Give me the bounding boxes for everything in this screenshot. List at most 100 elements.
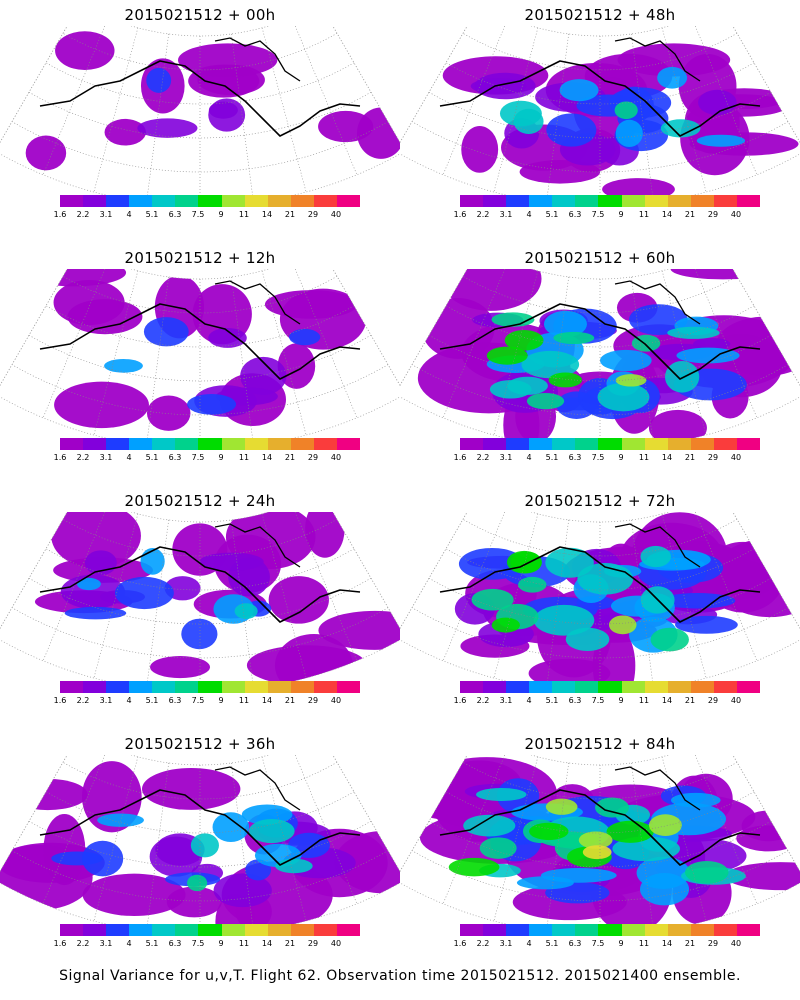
colorbar-swatch [152,438,176,450]
colorbar-swatch [267,195,291,207]
variance-region [636,856,690,889]
colorbar-swatch [60,924,84,936]
variance-region [248,818,295,844]
colorbar-tick-label: 7.5 [191,453,205,462]
colorbar-tick-label: 40 [330,939,342,948]
map-boundary [0,269,400,439]
coastline [214,766,301,811]
variance-region [458,547,526,580]
colorbar-swatch [313,924,337,936]
colorbar-swatch [290,681,314,693]
colorbar-swatch [313,195,337,207]
variance-region [543,310,587,338]
graticule-meridian [661,513,707,679]
colorbar-swatch [506,924,530,936]
variance-region [521,350,580,379]
variance-region [692,337,731,351]
colorbar-tick-label: 6.3 [168,453,182,462]
colorbar-swatch [313,681,337,693]
colorbar [460,924,761,936]
variance-region [141,767,241,810]
colorbar [60,924,361,936]
variance-region [289,328,321,346]
colorbar-swatch [736,195,761,207]
colorbar-swatch [244,438,268,450]
colorbar-swatch [621,924,645,936]
forecast-panel: 2015021512 + 48h 1.6 2.2 3.1 4 5.1 6.3 7.5 9 11 14… [400,0,800,243]
colorbar-tick-label: 9 [618,939,624,948]
colorbar-swatch [644,681,668,693]
colorbar-tick-label: 9 [618,210,624,219]
variance-region [82,873,186,917]
colorbar-tick-label: 11 [238,453,250,462]
colorbar-swatch [198,195,222,207]
colorbar-swatch [175,195,199,207]
variance-region [150,656,211,679]
colorbar-swatch [290,195,314,207]
polar-map [400,269,800,439]
variance-region [615,119,643,147]
colorbar-swatch [152,681,176,693]
colorbar-swatch [221,681,245,693]
variance-region [648,409,707,439]
variance-region [146,395,191,431]
graticule-meridian [442,269,506,418]
colorbar-tick-label: 6.3 [568,696,582,705]
colorbar-tick-label: 9 [218,939,224,948]
colorbar-swatch [667,438,691,450]
colorbar-swatch [552,681,576,693]
colorbar-swatch [529,924,553,936]
variance-region [190,833,219,858]
colorbar-swatch [336,924,361,936]
map-boundary [400,755,800,925]
colorbar-tick-label: 3.1 [99,453,113,462]
variance-region [545,798,578,815]
colorbar-ticks: 1.6 2.2 3.1 4 5.1 6.3 7.5 9 11 14 21 29 40 [452,210,782,222]
variance-region [650,627,689,652]
colorbar-swatch [621,438,645,450]
variance-region [114,576,174,610]
colorbar-tick-label: 7.5 [591,210,605,219]
colorbar-swatch [575,681,599,693]
colorbar-swatch [313,438,337,450]
coastline [614,280,701,325]
graticule-meridian [147,33,169,196]
variance-region [199,552,264,571]
coastline [214,280,301,325]
colorbar-tick-label: 4 [526,939,532,948]
colorbar-swatch [621,195,645,207]
colorbar-ticks: 1.6 2.2 3.1 4 5.1 6.3 7.5 9 11 14 21 29 40 [452,939,782,951]
colorbar-swatch [83,924,107,936]
colorbar-swatch [83,438,107,450]
colorbar-swatch [198,924,222,936]
variance-region [533,604,595,636]
colorbar-tick-label: 40 [330,696,342,705]
colorbar-swatch [336,195,361,207]
graticule-meridian [93,756,139,922]
graticule-meridian [661,270,707,436]
colorbar-tick-label: 1.6 [53,696,67,705]
forecast-panel: 2015021512 + 00h 1.6 2.2 3.1 4 5.1 6.3 7.5 9 11 14… [0,0,400,243]
colorbar-tick-label: 21 [684,453,696,462]
colorbar-tick-label: 2.2 [476,210,490,219]
colorbar-swatch [552,195,576,207]
colorbar-tick-label: 29 [707,453,719,462]
colorbar-swatch [290,924,314,936]
colorbar-swatch [713,195,737,207]
colorbar-tick-label: 14 [261,210,273,219]
polar-map [400,512,800,682]
colorbar-tick-label: 7.5 [191,210,205,219]
graticule-meridian [547,276,569,439]
colorbar-tick-label: 5.1 [545,696,559,705]
colorbar-swatch [552,924,576,936]
panel-title: 2015021512 + 12h [124,249,276,267]
colorbar-swatch [713,924,737,936]
colorbar-tick-label: 21 [684,939,696,948]
colorbar-ticks: 1.6 2.2 3.1 4 5.1 6.3 7.5 9 11 14 21 29 40 [52,210,382,222]
variance-region [725,862,800,891]
variance-region [146,67,172,93]
colorbar-swatch [483,924,507,936]
colorbar-tick-label: 29 [307,939,319,948]
colorbar-tick-label: 11 [638,453,650,462]
variance-region [667,326,720,339]
